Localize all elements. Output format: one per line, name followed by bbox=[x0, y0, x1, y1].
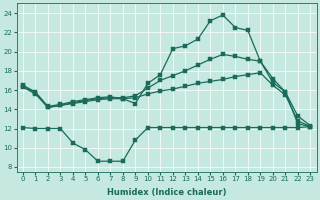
X-axis label: Humidex (Indice chaleur): Humidex (Indice chaleur) bbox=[107, 188, 226, 197]
